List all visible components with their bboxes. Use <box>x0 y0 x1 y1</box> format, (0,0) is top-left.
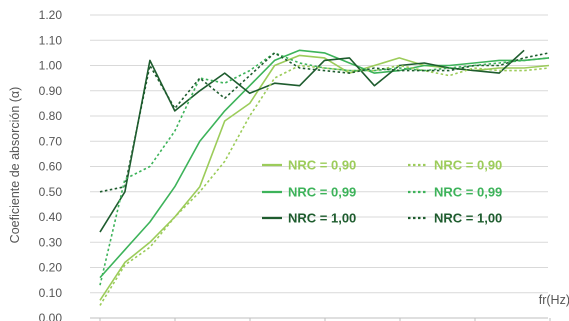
legend-label: NRC = 0,99 <box>434 185 502 200</box>
y-tick-label: 0.20 <box>39 261 63 275</box>
y-tick-label: 0.40 <box>39 210 63 224</box>
y-tick-label: 0.50 <box>39 185 63 199</box>
legend-label: NRC = 0,99 <box>288 185 356 200</box>
series-line-6-dotted <box>99 52 550 193</box>
legend-label: NRC = 1,00 <box>288 211 356 226</box>
y-tick-label: 0.30 <box>39 235 63 249</box>
series-lines <box>99 49 550 306</box>
legend: NRC = 0,90 NRC = 0,99 NRC = 1,00 NRC = 0,90… <box>262 158 502 226</box>
y-tick-label: 1.10 <box>39 33 63 47</box>
y-tick-label: 0.10 <box>39 286 63 300</box>
series-line-1-solid <box>99 54 550 301</box>
y-tick-label: 0.60 <box>39 160 63 174</box>
series-line-2-solid <box>99 49 550 279</box>
y-tick-label: 0.00 <box>39 311 63 321</box>
y-tick-label: 0.90 <box>39 84 63 98</box>
y-tick-label: 0.70 <box>39 134 63 148</box>
y-tick-label: 1.00 <box>39 59 63 73</box>
y-tick-label: 0.80 <box>39 109 63 123</box>
series-line-5-dotted <box>99 52 550 286</box>
grid-lines <box>90 14 548 319</box>
legend-label: NRC = 0,90 <box>288 158 356 173</box>
y-axis-title: Coeficiente de absorción (α) <box>8 87 22 244</box>
legend-label: NRC = 0,90 <box>434 158 502 173</box>
y-tick-labels: 0.00 0.10 0.20 0.30 0.40 0.50 0.60 0.70 0.80 0.90… <box>39 8 63 321</box>
legend-label: NRC = 1,00 <box>434 211 502 226</box>
x-axis-title: fr(Hz) <box>539 293 569 307</box>
y-tick-label: 1.20 <box>39 8 63 22</box>
